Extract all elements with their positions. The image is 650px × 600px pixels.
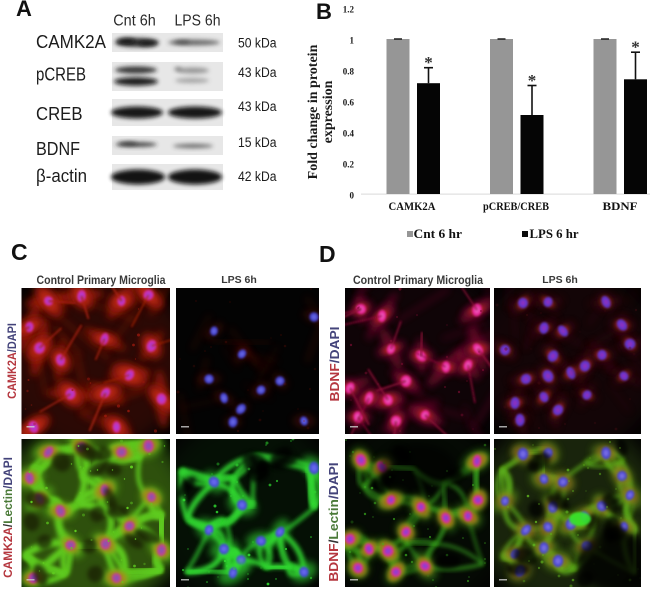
svg-text:*: * xyxy=(631,38,640,57)
svg-text:LPS 6 hr: LPS 6 hr xyxy=(530,227,579,241)
svg-text:pCREB: pCREB xyxy=(36,64,86,85)
svg-text:0.4: 0.4 xyxy=(343,129,355,139)
svg-text:43 kDa: 43 kDa xyxy=(238,65,277,80)
svg-text:50 kDa: 50 kDa xyxy=(238,36,277,51)
svg-text:LPS 6h: LPS 6h xyxy=(542,274,578,286)
svg-text:BDNF: BDNF xyxy=(36,138,80,159)
svg-text:15 kDa: 15 kDa xyxy=(238,135,277,150)
svg-text:C: C xyxy=(11,239,28,265)
svg-text:B: B xyxy=(316,0,332,24)
svg-text:CAMK2A: CAMK2A xyxy=(389,199,436,213)
svg-text:CREB: CREB xyxy=(36,103,83,124)
svg-text:1.2: 1.2 xyxy=(343,5,355,15)
svg-text:0.6: 0.6 xyxy=(343,98,355,108)
svg-text:LPS 6h: LPS 6h xyxy=(175,13,221,30)
svg-text:CAMK2A/Lectin/DAPI: CAMK2A/Lectin/DAPI xyxy=(2,457,15,578)
svg-text:Fold change in protein: Fold change in protein xyxy=(306,44,321,179)
svg-text:CAMK2A/DAPI: CAMK2A/DAPI xyxy=(7,323,19,399)
svg-text:42 kDa: 42 kDa xyxy=(238,169,277,184)
svg-text:43 kDa: 43 kDa xyxy=(238,99,277,114)
svg-text:D: D xyxy=(319,241,336,267)
svg-text:0.2: 0.2 xyxy=(343,160,355,170)
svg-text:Cnt 6 hr: Cnt 6 hr xyxy=(414,227,463,241)
svg-text:CAMK2A: CAMK2A xyxy=(36,31,107,52)
svg-text:*: * xyxy=(424,53,433,72)
svg-text:pCREB/CREB: pCREB/CREB xyxy=(483,199,549,213)
svg-text:BDNF: BDNF xyxy=(603,199,638,213)
svg-text:β-actin: β-actin xyxy=(36,165,87,186)
svg-text:BDNF/DAPI: BDNF/DAPI xyxy=(327,327,342,402)
svg-text:Cnt 6h: Cnt 6h xyxy=(113,13,156,30)
svg-text:expression: expression xyxy=(321,80,336,143)
svg-text:LPS 6h: LPS 6h xyxy=(221,274,257,286)
svg-text:*: * xyxy=(528,71,537,90)
svg-text:0: 0 xyxy=(350,191,355,201)
svg-text:Control Primary Microglia: Control Primary Microglia xyxy=(353,275,484,287)
svg-text:BDNF/Lectin/DAPI: BDNF/Lectin/DAPI xyxy=(326,462,341,581)
svg-text:A: A xyxy=(16,0,32,21)
svg-text:0.8: 0.8 xyxy=(343,67,355,77)
svg-text:1: 1 xyxy=(350,36,355,46)
svg-text:Control Primary Microglia: Control Primary Microglia xyxy=(37,275,167,287)
